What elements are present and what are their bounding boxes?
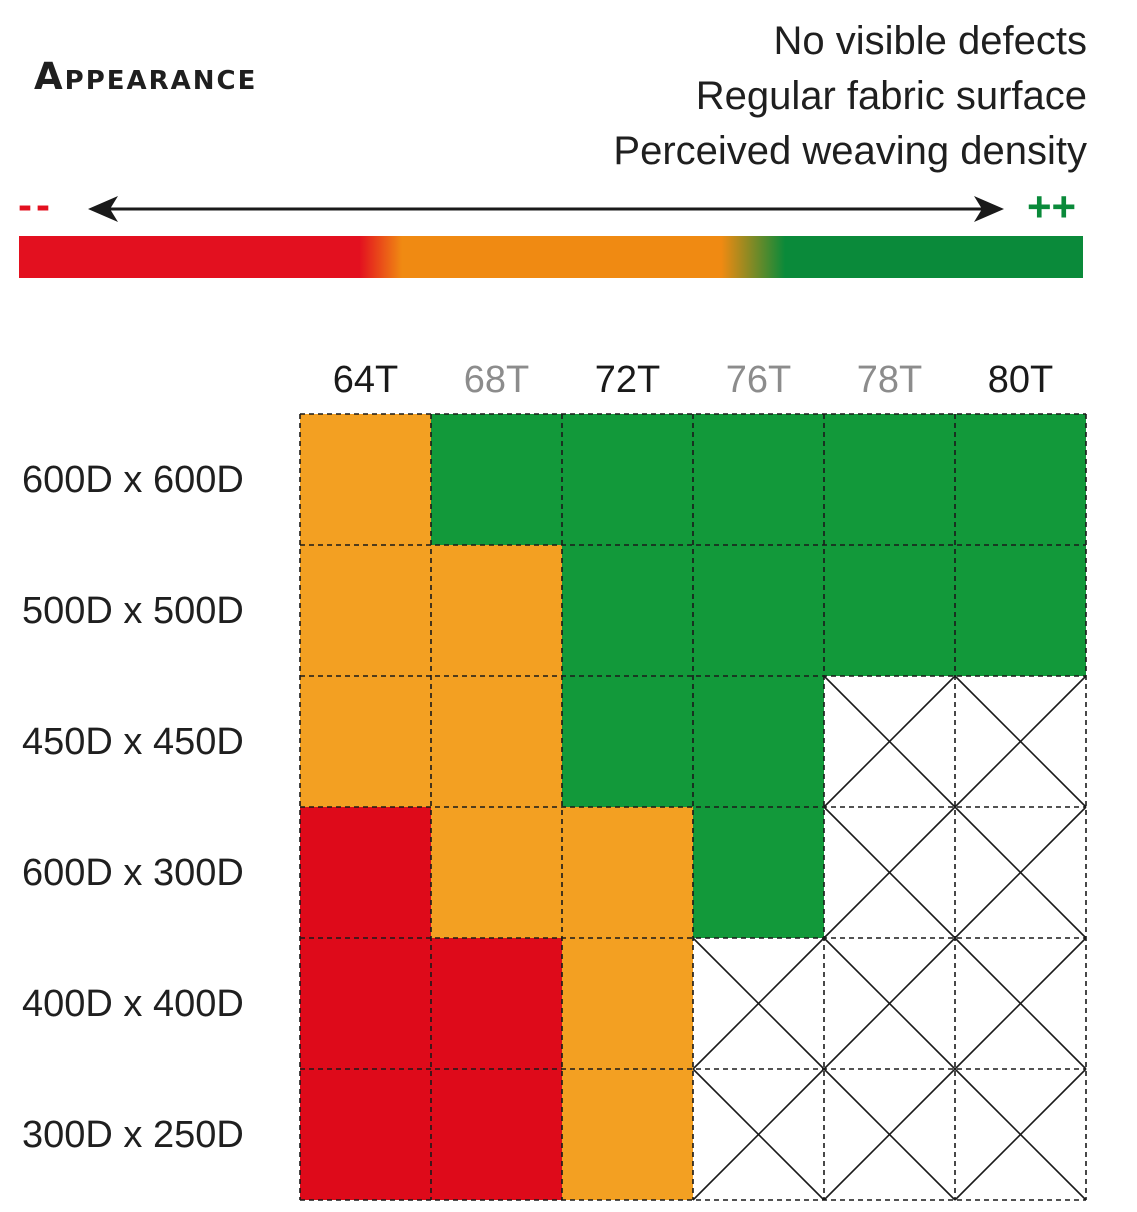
heatmap-grid (299, 413, 1087, 1201)
criterion-visible-defects: No visible defects (773, 19, 1087, 63)
cell-green (955, 414, 1086, 545)
cell-green (693, 807, 824, 938)
cell-not-available (954, 675, 1087, 808)
cell-red (300, 807, 431, 938)
cell-not-available (823, 806, 956, 939)
color-scale-bar (19, 236, 1083, 278)
cell-green (562, 414, 693, 545)
row-label: 400D x 400D (22, 982, 244, 1025)
scale-low-label: -- (18, 181, 54, 228)
cell-not-available (692, 1068, 825, 1201)
cell-red (431, 1069, 562, 1200)
cell-green (431, 414, 562, 545)
scale-arrow (88, 196, 1004, 222)
column-label-76t: 76T (725, 359, 792, 401)
column-label-68t: 68T (463, 359, 530, 401)
cell-green (955, 545, 1086, 676)
scale-high-label: ++ (1027, 183, 1077, 230)
cell-not-available (692, 937, 825, 1070)
column-label-72t: 72T (594, 359, 661, 401)
grid-lines (299, 413, 1087, 1201)
column-label-78t: 78T (856, 359, 923, 401)
cell-orange (562, 807, 693, 938)
cell-orange (562, 938, 693, 1069)
cell-green (562, 676, 693, 807)
cell-green (824, 545, 955, 676)
cell-orange (300, 545, 431, 676)
cell-orange (562, 1069, 693, 1200)
row-label: 300D x 250D (22, 1113, 244, 1156)
cell-not-available (954, 937, 1087, 1070)
row-label: 450D x 450D (22, 720, 244, 763)
cell-green (824, 414, 955, 545)
cell-orange (431, 676, 562, 807)
cell-green (693, 545, 824, 676)
row-label: 600D x 600D (22, 458, 244, 501)
column-label-80t: 80T (987, 359, 1054, 401)
cell-green (693, 676, 824, 807)
cell-not-available (823, 675, 956, 808)
cell-orange (300, 414, 431, 545)
cell-red (300, 1069, 431, 1200)
cell-orange (300, 676, 431, 807)
criterion-weaving-density: Perceived weaving density (613, 129, 1087, 173)
criteria-list: No visible defects Regular fabric surfac… (613, 14, 1087, 179)
cell-green (693, 414, 824, 545)
cell-not-available (823, 937, 956, 1070)
cell-orange (431, 545, 562, 676)
cell-not-available (954, 1068, 1087, 1201)
row-label: 600D x 300D (22, 851, 244, 894)
criterion-fabric-surface: Regular fabric surface (695, 74, 1087, 118)
column-label-64t: 64T (332, 359, 399, 401)
cell-green (562, 545, 693, 676)
cell-orange (431, 807, 562, 938)
chart-title: Appearance (34, 55, 258, 98)
row-label: 500D x 500D (22, 589, 244, 632)
cell-not-available (823, 1068, 956, 1201)
cell-not-available (954, 806, 1087, 939)
cell-red (300, 938, 431, 1069)
cell-red (431, 938, 562, 1069)
